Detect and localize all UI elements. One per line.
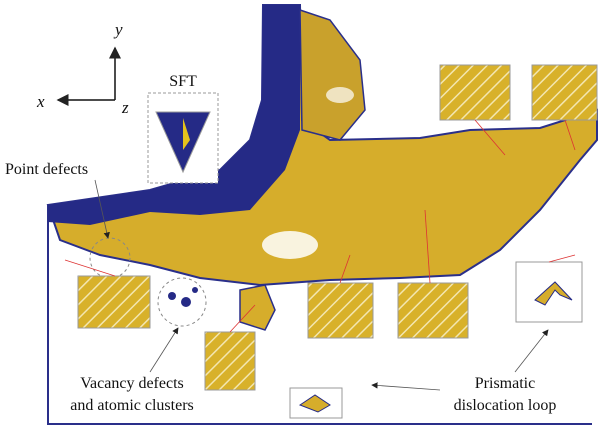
axis-label: y [113, 20, 123, 39]
arrow [372, 385, 440, 390]
axis-label: z [121, 98, 129, 117]
label: SFT [169, 73, 197, 90]
figure: y x z SFT Point defects Vacancy defects … [0, 0, 599, 428]
label: dislocation loop [454, 397, 557, 414]
label: Vacancy defects [80, 375, 184, 392]
label: Prismatic [475, 375, 535, 392]
axis-label: x [36, 92, 45, 111]
coordinate-axes [58, 48, 115, 100]
simulation-body [48, 5, 597, 424]
arrow [515, 330, 548, 372]
arrow [150, 328, 178, 372]
label: and atomic clusters [70, 397, 194, 414]
label: Point defects [5, 161, 88, 178]
